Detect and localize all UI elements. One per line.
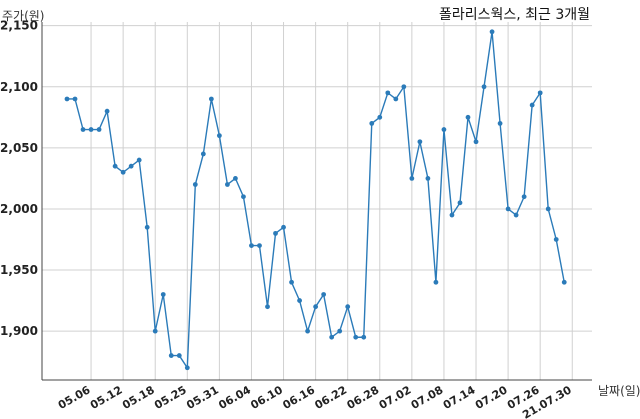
grid-layer bbox=[41, 22, 592, 381]
price-point bbox=[216, 133, 222, 139]
price-point bbox=[385, 90, 391, 96]
price-point bbox=[561, 279, 567, 285]
price-point bbox=[337, 328, 343, 334]
price-point bbox=[553, 237, 559, 242]
x-tick-labels: 05.0605.1205.1805.2505.3106.0406.1006.16… bbox=[56, 383, 574, 419]
price-point bbox=[433, 279, 439, 285]
x-tick-label: 05.12 bbox=[88, 383, 125, 412]
x-axis-label: 날짜(일) bbox=[598, 384, 640, 398]
price-point bbox=[489, 29, 495, 35]
y-tick-label: 2,000 bbox=[0, 202, 38, 216]
price-point bbox=[345, 304, 351, 310]
price-point bbox=[513, 212, 519, 218]
price-point bbox=[449, 212, 455, 218]
price-point bbox=[497, 121, 503, 126]
price-point bbox=[465, 114, 471, 120]
x-tick-label: 06.28 bbox=[345, 383, 382, 412]
price-point bbox=[241, 194, 246, 200]
price-point bbox=[289, 279, 294, 285]
price-point bbox=[144, 224, 150, 230]
price-point bbox=[321, 292, 327, 297]
x-tick-label: 06.04 bbox=[216, 383, 253, 412]
price-point bbox=[425, 175, 431, 181]
price-point bbox=[225, 182, 230, 187]
price-point bbox=[176, 353, 182, 358]
price-point bbox=[152, 328, 158, 334]
x-tick-label: 06.22 bbox=[313, 383, 350, 412]
price-point bbox=[200, 151, 206, 157]
y-tick-label: 2,150 bbox=[0, 19, 38, 33]
price-point bbox=[88, 127, 94, 132]
x-tick-label: 05.31 bbox=[184, 383, 221, 412]
price-point bbox=[80, 127, 86, 132]
price-point bbox=[233, 175, 238, 181]
price-point bbox=[505, 206, 511, 212]
price-point bbox=[281, 224, 286, 230]
x-tick-label: 07.14 bbox=[441, 383, 478, 412]
price-point bbox=[545, 206, 551, 212]
price-point bbox=[96, 127, 102, 132]
y-tick-labels: 2,150 2,100 2,050 2,000 1,950 1,900 bbox=[0, 19, 38, 338]
price-point bbox=[353, 334, 359, 340]
price-point bbox=[184, 365, 190, 371]
price-point bbox=[128, 163, 134, 169]
price-point bbox=[329, 334, 335, 340]
price-point bbox=[249, 243, 254, 248]
x-tick-label: 07.02 bbox=[377, 383, 414, 412]
x-tick-label: 05.18 bbox=[120, 383, 157, 412]
price-point bbox=[537, 90, 543, 96]
price-point bbox=[64, 96, 70, 102]
x-tick-label: 06.16 bbox=[280, 383, 317, 412]
price-point bbox=[208, 96, 214, 102]
price-point bbox=[393, 96, 399, 102]
y-tick-label: 1,900 bbox=[0, 324, 38, 338]
price-point bbox=[192, 182, 198, 187]
price-point bbox=[369, 121, 375, 126]
price-point bbox=[265, 304, 270, 310]
price-point bbox=[361, 334, 367, 340]
price-point bbox=[305, 328, 310, 334]
y-tick-label: 2,050 bbox=[0, 141, 38, 155]
price-point bbox=[168, 353, 174, 358]
price-point bbox=[529, 102, 535, 108]
price-point bbox=[104, 108, 110, 114]
series-layer bbox=[64, 29, 567, 371]
y-axis-label: 주가(원) bbox=[2, 9, 44, 23]
x-tick-label: 07.20 bbox=[473, 383, 510, 412]
price-point bbox=[409, 175, 415, 181]
price-point bbox=[441, 127, 447, 132]
price-point bbox=[521, 194, 527, 200]
price-point bbox=[297, 298, 302, 303]
price-point bbox=[120, 169, 126, 175]
price-point bbox=[401, 84, 407, 90]
y-tick-label: 1,950 bbox=[0, 263, 38, 277]
x-tick-label: 05.25 bbox=[152, 383, 189, 412]
x-tick-label: 05.06 bbox=[56, 383, 93, 412]
price-point bbox=[473, 139, 479, 145]
price-point bbox=[481, 84, 487, 90]
x-tick-label: 07.08 bbox=[409, 383, 446, 412]
price-point bbox=[457, 200, 463, 206]
y-tick-label: 2,100 bbox=[0, 80, 38, 94]
x-tick-label: 06.10 bbox=[248, 383, 285, 412]
price-point bbox=[377, 114, 383, 120]
price-point bbox=[112, 163, 118, 169]
chart-title: 폴라리스웍스, 최근 3개월 bbox=[439, 7, 590, 23]
price-point bbox=[160, 292, 166, 297]
price-point bbox=[257, 243, 262, 248]
price-point bbox=[136, 157, 142, 163]
price-point bbox=[273, 230, 278, 236]
price-point bbox=[72, 96, 78, 102]
price-point bbox=[417, 139, 423, 145]
price-point bbox=[313, 304, 319, 310]
